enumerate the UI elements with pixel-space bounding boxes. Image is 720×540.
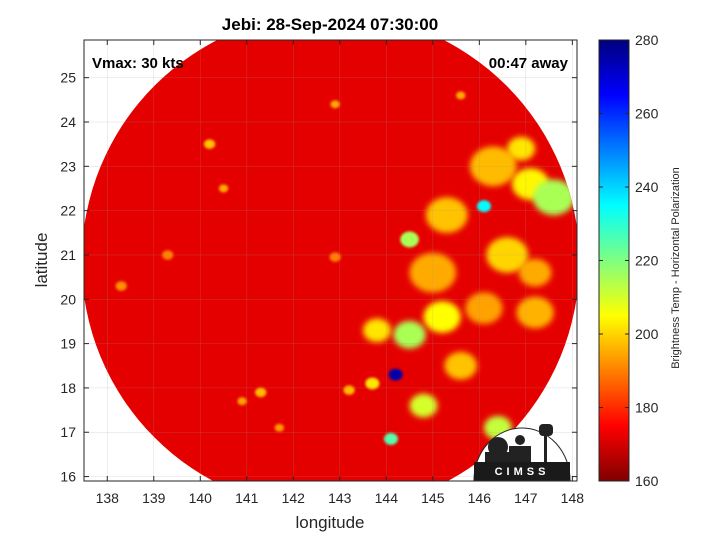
colorbar-label: Brightness Temp - Horizontal Polarizatio… bbox=[670, 167, 682, 369]
y-tick-label: 23 bbox=[60, 158, 76, 174]
x-tick-label: 141 bbox=[235, 490, 259, 506]
brightness-cell-5 bbox=[237, 397, 247, 406]
colorbar-tick-label: 160 bbox=[635, 473, 659, 489]
brightness-cell-23 bbox=[423, 301, 461, 333]
brightness-cell-2 bbox=[115, 281, 127, 291]
y-tick-label: 25 bbox=[60, 70, 76, 86]
brightness-cell-18 bbox=[486, 237, 529, 273]
colorbar bbox=[598, 39, 630, 482]
brightness-cell-29 bbox=[383, 432, 398, 445]
brightness-cell-27 bbox=[400, 231, 419, 248]
x-tick-label: 138 bbox=[96, 490, 120, 506]
colorbar-tick-label: 180 bbox=[635, 400, 659, 416]
brightness-cell-16 bbox=[444, 351, 478, 380]
brightness-cell-17 bbox=[203, 139, 216, 149]
brightness-temp-disk bbox=[84, 40, 577, 481]
brightness-cell-6 bbox=[409, 252, 457, 293]
y-tick-label: 21 bbox=[60, 247, 76, 263]
y-axis-label: latitude bbox=[32, 233, 51, 288]
y-tick-label: 19 bbox=[60, 336, 76, 352]
x-tick-label: 147 bbox=[514, 490, 538, 506]
chart-title: Jebi: 28-Sep-2024 07:30:00 bbox=[222, 15, 438, 34]
x-tick-label: 145 bbox=[421, 490, 445, 506]
cimss-logo-text: CIMSS bbox=[495, 466, 550, 478]
vmax-annotation: Vmax: 30 kts bbox=[92, 55, 184, 72]
brightness-cell-15 bbox=[425, 197, 468, 233]
brightness-cell-21 bbox=[507, 136, 536, 161]
colorbar-tick-label: 200 bbox=[635, 326, 659, 342]
x-tick-label: 139 bbox=[142, 490, 166, 506]
x-tick-label: 146 bbox=[468, 490, 492, 506]
brightness-cell-14 bbox=[343, 385, 355, 395]
plot-frame bbox=[83, 39, 578, 482]
colorbar-tick-label: 220 bbox=[635, 253, 659, 269]
time-away-annotation: 00:47 away bbox=[489, 55, 569, 72]
x-tick-label: 148 bbox=[561, 490, 585, 506]
brightness-cell-3 bbox=[274, 423, 284, 432]
brightness-cell-0 bbox=[329, 252, 341, 262]
x-tick-label: 144 bbox=[375, 490, 399, 506]
colorbar-tick-label: 260 bbox=[635, 106, 659, 122]
y-tick-label: 17 bbox=[60, 424, 76, 440]
brightness-cell-13 bbox=[255, 387, 267, 398]
x-axis-label: longitude bbox=[295, 513, 364, 532]
y-tick-label: 22 bbox=[60, 203, 76, 219]
brightness-cell-9 bbox=[330, 100, 340, 109]
y-tick-label: 16 bbox=[60, 469, 76, 485]
x-tick-label: 143 bbox=[328, 490, 352, 506]
brightness-cell-4 bbox=[465, 292, 503, 324]
brightness-cell-12 bbox=[470, 146, 517, 187]
brightness-cell-10 bbox=[456, 91, 466, 100]
x-axis-ticks: 138 139 140 141 142 143 144 145 146 147 148 bbox=[96, 40, 585, 506]
brightness-cell-31 bbox=[388, 368, 403, 381]
colorbar-ticks: 160 180 200 220 240 260 280 bbox=[599, 32, 659, 489]
grid-lines bbox=[84, 40, 577, 481]
brightness-cell-20 bbox=[365, 377, 380, 390]
y-tick-label: 18 bbox=[60, 380, 76, 396]
brightness-cell-26 bbox=[532, 179, 575, 216]
y-tick-label: 20 bbox=[60, 291, 76, 307]
x-tick-label: 142 bbox=[282, 490, 306, 506]
x-tick-label: 140 bbox=[189, 490, 213, 506]
colorbar-tick-label: 280 bbox=[635, 32, 659, 48]
brightness-cell-19 bbox=[363, 318, 391, 343]
brightness-cell-11 bbox=[516, 296, 554, 329]
y-tick-label: 24 bbox=[60, 114, 76, 130]
brightness-cell-1 bbox=[162, 250, 174, 260]
brightness-cell-8 bbox=[218, 184, 229, 193]
cimss-logo: CIMSS bbox=[473, 424, 571, 481]
brightness-cell-7 bbox=[518, 258, 552, 287]
y-axis-ticks: 16 17 18 19 20 21 22 23 24 25 bbox=[60, 70, 577, 485]
brightness-cell-24 bbox=[409, 393, 438, 418]
brightness-cell-30 bbox=[477, 200, 491, 213]
colorbar-tick-label: 240 bbox=[635, 179, 659, 195]
brightness-cell-28 bbox=[393, 320, 426, 349]
